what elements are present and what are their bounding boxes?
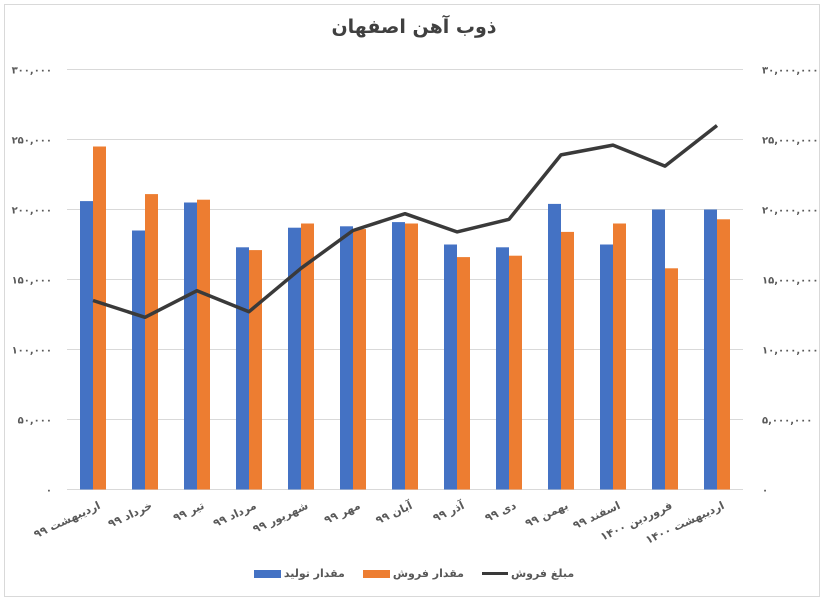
y-left-tick-label: ۱۵۰,۰۰۰ [12,276,52,287]
y-right-tick-label: ۱۰,۰۰۰,۰۰۰ [762,346,818,357]
x-category-label: تیر ۹۹ [171,499,206,525]
bar-sales-qty[interactable] [249,250,262,490]
x-category-label: اردیبهشت ۹۹ [32,499,103,541]
legend-swatch-sales-qty [362,569,390,578]
bar-production[interactable] [132,230,145,490]
bar-sales-qty[interactable] [717,219,730,490]
legend-item-sales-amount[interactable]: مبلغ فروش [481,567,575,580]
legend-swatch-sales-amount [481,572,508,575]
y-left-tick-label: ۵۰,۰۰۰ [18,416,52,427]
bar-sales-qty[interactable] [93,146,106,490]
bar-sales-qty[interactable] [509,255,522,490]
legend-label-sales-qty: مقدار فروش [392,567,464,580]
bar-production[interactable] [288,227,301,490]
bar-production[interactable] [392,222,405,490]
bar-production[interactable] [548,203,561,490]
x-category-label: خرداد ۹۹ [106,499,154,531]
bar-production[interactable] [80,201,93,490]
y-left-tick-label: ۲۵۰,۰۰۰ [12,136,52,147]
y-right-tick-label: ۰ [762,486,768,497]
legend-item-production[interactable]: مقدار تولید [253,567,345,580]
bar-production[interactable] [340,226,353,490]
bar-production[interactable] [184,202,197,490]
x-category-label: دی ۹۹ [483,499,519,525]
bar-sales-qty[interactable] [145,194,158,490]
chart-title: ذوب آهن اصفهان [331,16,497,38]
bar-sales-qty[interactable] [613,223,626,490]
y-right-tick-label: ۵,۰۰۰,۰۰۰ [762,416,812,427]
bar-production[interactable] [704,209,717,490]
legend-label-production: مقدار تولید [283,567,345,580]
x-category-label: شهریور ۹۹ [251,499,310,536]
bar-sales-qty[interactable] [405,223,418,490]
bar-sales-qty[interactable] [353,229,366,490]
y-left-tick-label: ۱۰۰,۰۰۰ [12,346,52,357]
y-right-tick-label: ۱۵,۰۰۰,۰۰۰ [762,276,818,287]
bar-sales-qty[interactable] [561,231,574,490]
legend-label-sales-amount: مبلغ فروش [510,567,575,580]
legend-swatch-production [253,569,281,578]
x-category-label: بهمن ۹۹ [523,499,570,530]
bar-sales-qty[interactable] [301,223,314,490]
y-right-tick-label: ۲۵,۰۰۰,۰۰۰ [762,136,818,147]
bar-production[interactable] [444,244,457,490]
y-left-tick-label: ۲۰۰,۰۰۰ [12,206,52,217]
bar-production[interactable] [236,247,249,490]
legend-item-sales-qty[interactable]: مقدار فروش [362,567,464,580]
bar-production[interactable] [600,244,613,490]
y-left-tick-label: ۳۰۰,۰۰۰ [12,66,52,77]
x-category-label: آذر ۹۹ [430,498,466,525]
bar-sales-qty[interactable] [665,268,678,490]
bar-sales-qty[interactable] [197,199,210,490]
x-category-label: مهر ۹۹ [322,499,362,527]
line-sales-amount[interactable] [92,124,719,320]
chart-legend: مقدار تولید مقدار فروش مبلغ فروش [0,567,828,580]
y-right-tick-label: ۳۰,۰۰۰,۰۰۰ [762,66,818,77]
bar-production[interactable] [496,247,509,490]
bar-sales-qty[interactable] [457,257,470,490]
x-category-label: آبان ۹۹ [373,498,414,527]
chart-frame [4,4,820,597]
y-right-tick-label: ۲۰,۰۰۰,۰۰۰ [762,206,818,217]
bar-production[interactable] [652,209,665,490]
y-left-tick-label: ۰ [46,486,52,497]
